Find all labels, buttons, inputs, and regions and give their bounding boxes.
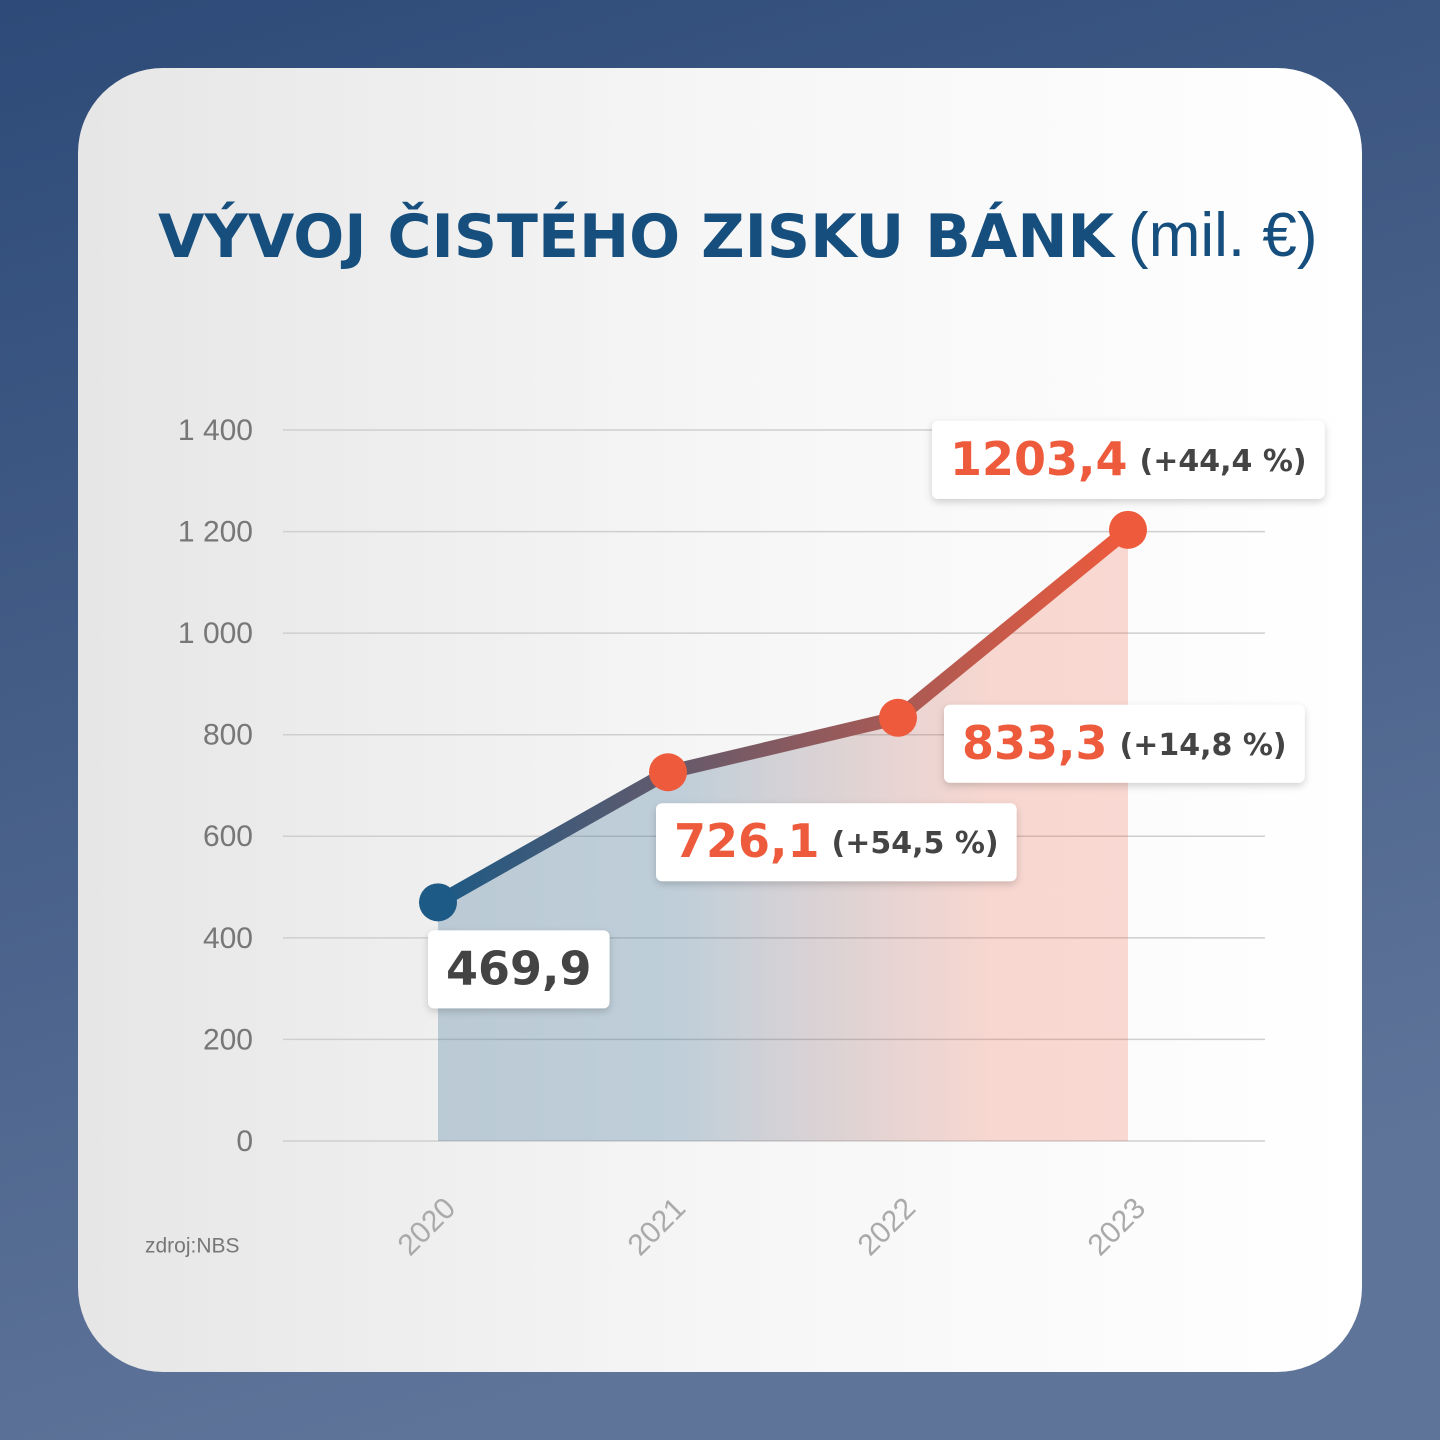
callout-box (656, 803, 1017, 882)
value-label: 726,1 (674, 814, 820, 868)
value-label: 833,3 (962, 715, 1108, 769)
line (434, 524, 1133, 909)
point (649, 753, 687, 792)
point (1109, 510, 1147, 549)
callout-box (428, 930, 610, 1009)
value-callout: 833,3 (+14,8 %) (944, 704, 1305, 783)
y-tick-label: 1 200 (178, 515, 253, 548)
callout-text: 833,3 (+14,8 %) (962, 715, 1287, 769)
callout-box (944, 704, 1305, 783)
point (419, 883, 457, 922)
callout-box (932, 420, 1325, 499)
change-label: (+14,8 %) (1120, 727, 1287, 762)
callout-text: 1203,4 (+44,4 %) (950, 431, 1307, 485)
y-tick-label: 0 (236, 1125, 253, 1158)
value-callout: 469,9 (428, 930, 610, 1009)
value-callout: 726,1 (+54,5 %) (656, 803, 1017, 882)
callout-text: 726,1 (+54,5 %) (674, 814, 999, 868)
chart-subtitle: (mil. €) (1128, 201, 1317, 270)
value-callout: 1203,4 (+44,4 %) (932, 420, 1325, 499)
y-tick-label: 1 400 (178, 414, 253, 447)
point (879, 698, 917, 737)
change-label: (+54,5 %) (832, 826, 999, 861)
y-tick-label: 600 (203, 820, 253, 853)
value-label: 1203,4 (950, 431, 1128, 485)
change-label: (+44,4 %) (1140, 443, 1307, 478)
source: zdroj:NBS (145, 1235, 240, 1258)
chart-title: VÝVOJ ČISTÉHO ZISKU BÁNK (158, 200, 1117, 272)
y-tick-label: 800 (203, 719, 253, 752)
y-tick-label: 200 (203, 1023, 253, 1056)
y-tick-label: 1 000 (178, 617, 253, 650)
callout-text: 469,9 (446, 941, 592, 995)
y-tick-label: 400 (203, 922, 253, 955)
value-label: 469,9 (446, 941, 592, 995)
chart-title-line: VÝVOJ ČISTÉHO ZISKU BÁNK (mil. €) (158, 200, 1317, 272)
